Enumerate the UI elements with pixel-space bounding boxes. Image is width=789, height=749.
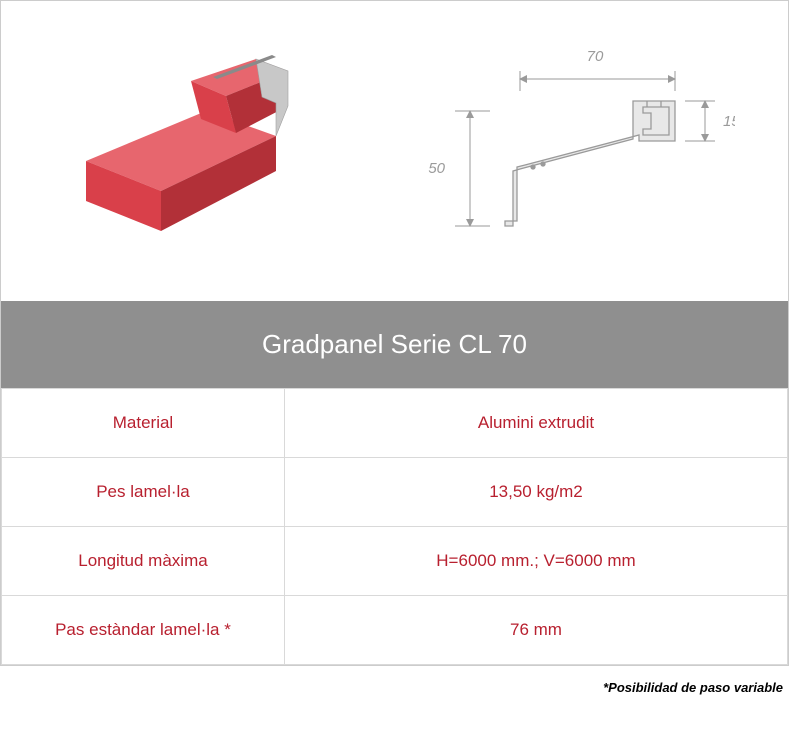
dim-width: 70 — [586, 48, 603, 65]
spec-value: 76 mm — [284, 596, 787, 665]
diagram-svg: 70 15 50 — [395, 31, 735, 251]
top-section: 70 15 50 — [1, 1, 788, 301]
table-row: Longitud màxima H=6000 mm.; V=6000 mm — [2, 527, 788, 596]
product-title: Gradpanel Serie CL 70 — [1, 301, 788, 388]
spec-value: H=6000 mm.; V=6000 mm — [284, 527, 787, 596]
dim-height: 50 — [428, 160, 445, 177]
spec-value: Alumini extrudit — [284, 389, 787, 458]
table-row: Pes lamel·la 13,50 kg/m2 — [2, 458, 788, 527]
dim-channel: 15 — [723, 113, 735, 130]
spec-label: Longitud màxima — [2, 527, 285, 596]
render-svg — [66, 41, 296, 241]
product-sheet: 70 15 50 — [0, 0, 789, 666]
render-3d — [41, 31, 321, 251]
spec-label: Pas estàndar lamel·la * — [2, 596, 285, 665]
table-row: Material Alumini extrudit — [2, 389, 788, 458]
spec-table: Material Alumini extrudit Pes lamel·la 1… — [1, 388, 788, 665]
technical-diagram: 70 15 50 — [381, 31, 748, 251]
footnote: *Posibilidad de paso variable — [0, 666, 789, 703]
spec-label: Material — [2, 389, 285, 458]
table-row: Pas estàndar lamel·la * 76 mm — [2, 596, 788, 665]
spec-label: Pes lamel·la — [2, 458, 285, 527]
spec-value: 13,50 kg/m2 — [284, 458, 787, 527]
